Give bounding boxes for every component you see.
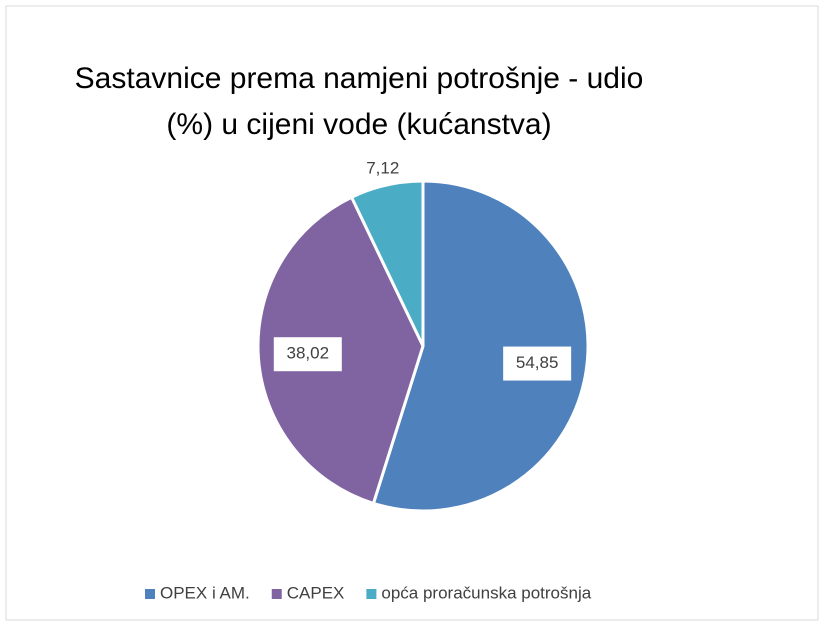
pie-slice	[371, 179, 590, 513]
data-label: 38,02	[287, 344, 330, 363]
legend-swatch	[145, 589, 155, 599]
legend-swatch	[366, 589, 377, 599]
data-label: 54,85	[516, 353, 559, 372]
legend-label: OPEX i AM.	[160, 583, 250, 602]
pie-slice	[349, 179, 425, 347]
legend-label: CAPEX	[287, 583, 345, 602]
legend-swatch	[271, 589, 282, 599]
chart-title: Sastavnice prema namjeni potrošnje - udi…	[74, 62, 644, 141]
data-label-box	[273, 337, 342, 372]
data-label: 7,12	[366, 159, 399, 178]
legend-label: opća proračunska potrošnja	[381, 583, 591, 602]
data-label-box	[503, 346, 572, 381]
